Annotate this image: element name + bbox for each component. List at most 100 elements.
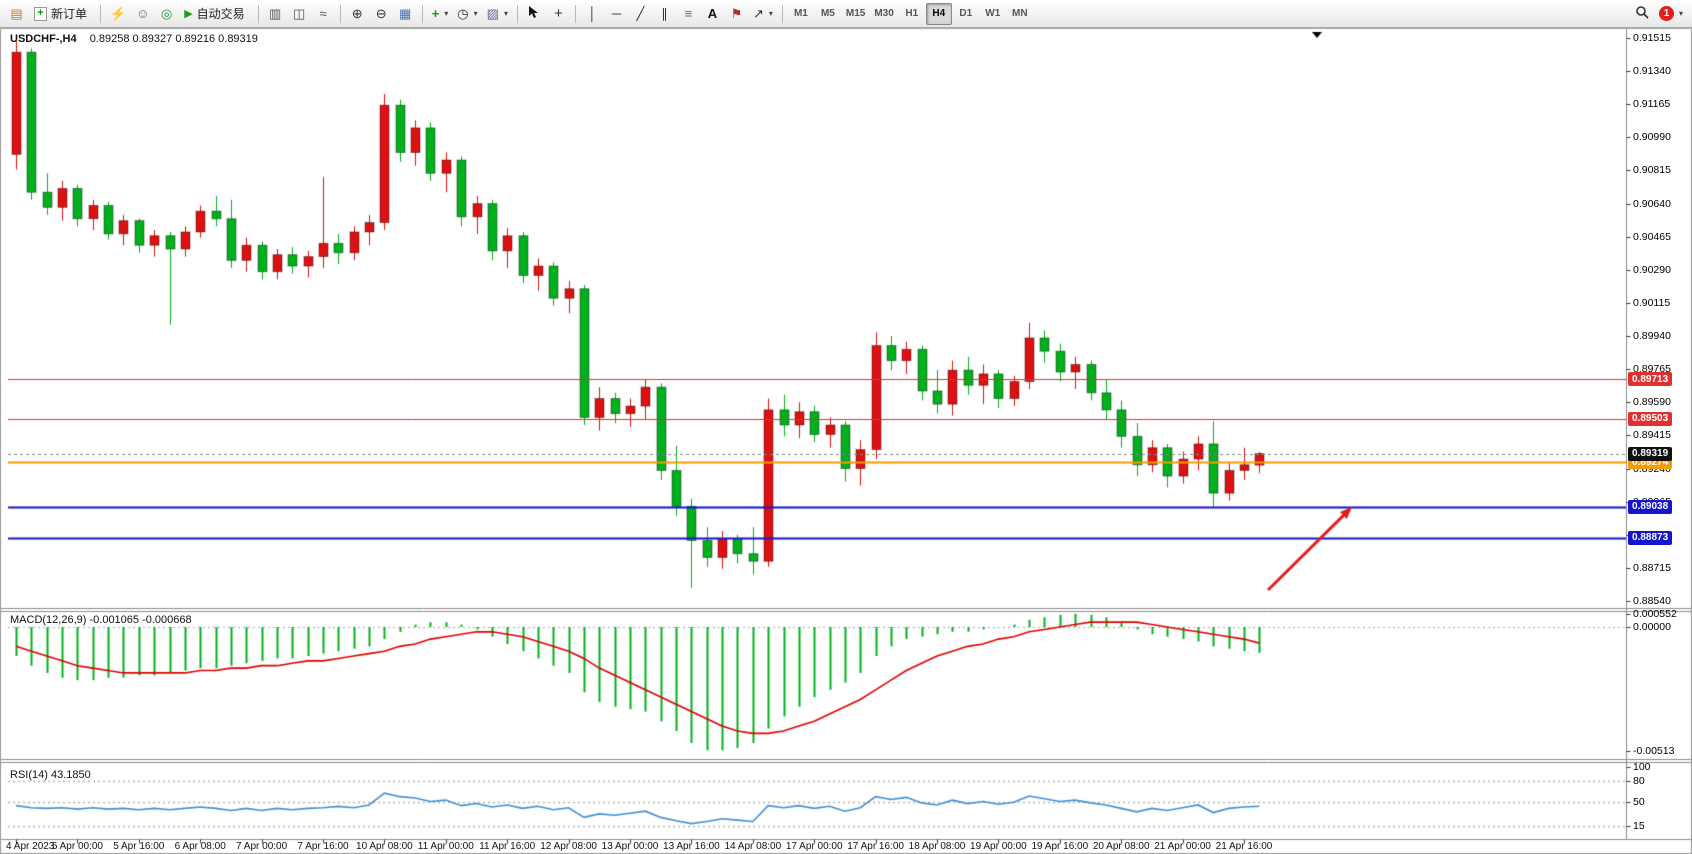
time-axis-label: 4 Apr 2023 <box>6 841 55 852</box>
timeframe-d1-button[interactable]: D1 <box>953 3 979 25</box>
time-axis-label: 14 Apr 08:00 <box>724 841 782 852</box>
rsi-axis-label: 15 <box>1633 819 1645 832</box>
candlestick-chart-button[interactable]: ◫ <box>288 3 311 25</box>
community-button[interactable]: ☺ <box>131 3 154 25</box>
channel-icon: ∥ <box>661 6 668 21</box>
tile-windows-button[interactable]: ▦ <box>394 3 417 25</box>
current-price-tag: 0.89319 <box>1628 446 1673 461</box>
trendline-button[interactable]: ╱ <box>629 3 652 25</box>
new-order-label: 新订单 <box>51 7 88 21</box>
toolbar-separator <box>100 4 102 23</box>
fibonacci-button[interactable]: ≡ <box>677 3 700 25</box>
macd-axis-label: 0.00000 <box>1633 621 1671 633</box>
timeframe-m15-button[interactable]: M15 <box>842 3 869 25</box>
macd-axis-label: -0.00513 <box>1633 744 1675 757</box>
macd-axis-label: 0.000552 <box>1633 607 1677 620</box>
price-axis-label: 0.89415 <box>1633 429 1671 442</box>
templates-button[interactable]: ▨ ▾ <box>483 3 512 25</box>
price-axis-label: 0.90990 <box>1633 131 1671 144</box>
new-chart-button[interactable]: ▤ <box>5 3 28 25</box>
caret-down-icon: ▾ <box>503 9 508 18</box>
timeframe-h4-button[interactable]: H4 <box>925 2 952 25</box>
time-axis-label: 10 Apr 08:00 <box>356 841 413 852</box>
toolbar-separator <box>257 4 259 23</box>
search-icon <box>1635 5 1650 22</box>
vertical-line-icon: │ <box>588 6 597 21</box>
bar-chart-button[interactable]: ▥ <box>264 3 287 25</box>
timeframe-h1-button[interactable]: H1 <box>899 3 925 25</box>
line-chart-button[interactable]: ≈ <box>312 3 335 25</box>
price-axis-label: 0.90815 <box>1633 164 1671 177</box>
time-axis-label: 17 Apr 00:00 <box>785 841 843 852</box>
symbol-title: USDCHF-,H4 <box>10 33 77 45</box>
play-icon: ▶ <box>184 8 193 20</box>
cursor-button[interactable] <box>523 3 546 25</box>
ohlc-values: 0.89258 0.89327 0.89216 0.89319 <box>89 33 258 45</box>
price-axis-label: 0.88715 <box>1633 561 1671 574</box>
price-level-tag: 0.89038 <box>1628 499 1673 514</box>
search-button[interactable] <box>1631 3 1654 25</box>
market-watch-button[interactable]: ◎ <box>155 3 178 25</box>
time-axis-label: 6 Apr 08:00 <box>174 841 226 852</box>
text-label-button[interactable]: ⚑ <box>725 3 748 25</box>
macd-values: -0.001065 -0.000668 <box>89 614 192 626</box>
line-chart-icon: ≈ <box>319 6 327 21</box>
caret-down-icon: ▾ <box>1678 9 1683 18</box>
toolbar-separator <box>574 4 576 23</box>
timeframe-m5-button[interactable]: M5 <box>815 3 841 25</box>
toolbar-separator <box>339 4 341 23</box>
price-axis-label: 0.90640 <box>1633 197 1671 210</box>
zoom-out-button[interactable]: ⊖ <box>370 3 393 25</box>
channel-button[interactable]: ∥ <box>653 3 676 25</box>
crosshair-icon: + <box>554 5 563 22</box>
cursor-arrow-icon <box>528 5 540 22</box>
notifications-button[interactable]: 1 ▾ <box>1655 3 1687 25</box>
time-axis-label: 19 Apr 16:00 <box>1031 841 1089 852</box>
arrows-tool-button[interactable]: ↗ ▾ <box>749 3 777 25</box>
lightning-icon: ⚡ <box>110 6 127 21</box>
zoom-in-button[interactable]: ⊕ <box>346 3 369 25</box>
fibonacci-icon: ≡ <box>684 6 693 21</box>
time-axis-label: 17 Apr 16:00 <box>847 841 904 852</box>
vertical-line-button[interactable]: │ <box>581 3 604 25</box>
indicators-button[interactable]: + ▾ <box>428 3 453 25</box>
time-axis-label: 18 Apr 08:00 <box>908 841 966 852</box>
caret-down-icon: ▾ <box>473 9 478 18</box>
time-axis-label: 11 Apr 00:00 <box>417 841 474 852</box>
rsi-name: RSI(14) <box>10 769 48 781</box>
crosshair-button[interactable]: + <box>547 3 570 25</box>
autotrading-label: 自动交易 <box>196 7 245 21</box>
toolbar-separator <box>421 4 423 23</box>
new-order-button[interactable]: + 新订单 <box>29 3 95 25</box>
timeframe-m30-button[interactable]: M30 <box>870 3 897 25</box>
tile-windows-icon: ▦ <box>399 6 412 21</box>
timeframe-m1-button[interactable]: M1 <box>788 3 814 25</box>
time-axis-label: 21 Apr 00:00 <box>1154 841 1211 852</box>
toolbar: ▤ + 新订单 ⚡ ☺ ◎ ▶ 自动交易 ▥ ◫ ≈ ⊕ <box>0 0 1692 28</box>
text-icon: A <box>707 6 718 21</box>
time-axis-label: 13 Apr 16:00 <box>663 841 720 852</box>
macd-name: MACD(12,26,9) <box>10 614 87 626</box>
time-axis-label: 20 Apr 08:00 <box>1092 841 1150 852</box>
price-level-tag: 0.89713 <box>1628 372 1673 387</box>
price-axis-label: 0.91165 <box>1633 98 1671 111</box>
timeframe-mn-button[interactable]: MN <box>1007 3 1033 25</box>
toolbar-separator <box>781 4 783 23</box>
price-axis-label: 0.91515 <box>1633 32 1671 44</box>
chart-window-icon: ▤ <box>10 6 23 21</box>
timeframe-w1-button[interactable]: W1 <box>980 3 1006 25</box>
horizontal-line-button[interactable]: ─ <box>605 3 628 25</box>
time-axis-label: 7 Apr 16:00 <box>297 841 349 852</box>
zoom-in-icon: ⊕ <box>351 6 363 21</box>
text-tool-button[interactable]: A <box>701 3 724 25</box>
time-axis-label: 7 Apr 00:00 <box>236 841 288 852</box>
quick-trade-button[interactable]: ⚡ <box>106 3 130 25</box>
price-axis-label: 0.88540 <box>1633 595 1671 607</box>
autotrading-button[interactable]: ▶ 自动交易 <box>179 3 252 25</box>
time-axis-label: 11 Apr 16:00 <box>479 841 536 852</box>
macd-panel-label: MACD(12,26,9) -0.001065 -0.000668 <box>10 614 192 626</box>
rsi-axis-label: 100 <box>1633 761 1651 773</box>
price-level-tag: 0.89503 <box>1628 411 1673 426</box>
periods-button[interactable]: ◷ ▾ <box>453 3 481 25</box>
